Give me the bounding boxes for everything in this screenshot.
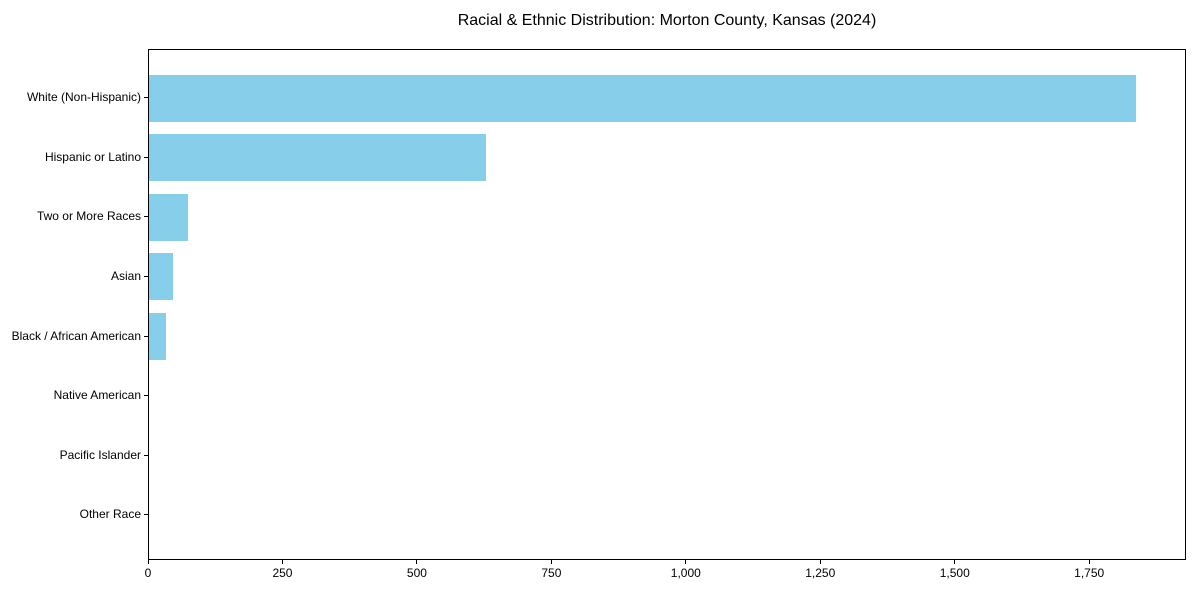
y-tick-mark [144,275,148,277]
x-tick-mark [685,560,687,564]
x-tick-label-750: 750 [541,566,562,580]
y-tick-mark [144,395,148,397]
x-tick-label-1250: 1,250 [805,566,836,580]
y-tick-mark [144,454,148,456]
y-tick-label-other-race: Other Race [79,507,141,522]
x-tick-label-500: 500 [406,566,427,580]
bar-asian [149,253,173,301]
x-tick-mark [147,560,149,564]
x-tick-label-0: 0 [144,566,152,580]
y-tick-mark [144,335,148,337]
x-tick-mark [416,560,418,564]
y-tick-label-two-or-more-races: Two or More Races [36,209,141,224]
y-tick-mark [144,216,148,218]
x-tick-label-250: 250 [272,566,293,580]
y-tick-label-black-african-american: Black / African American [11,328,141,343]
y-tick-label-white-non-hispanic: White (Non-Hispanic) [26,90,141,104]
bar-two-or-more-races [149,193,188,241]
y-tick-mark [144,97,148,98]
bar-white-non-hispanic [149,74,1136,122]
y-tick-label-hispanic-or-latino: Hispanic or Latino [44,149,141,164]
x-tick-mark [281,560,283,564]
bar-black-african-american [149,313,167,361]
chart-title: Racial & Ethnic Distribution: Morton Cou… [457,12,877,29]
y-tick-label-pacific-islander: Pacific Islander [59,447,141,462]
y-axis-labels: White (Non-Hispanic) Hispanic or Latino Tw… [0,49,141,560]
y-tick-label-asian: Asian [110,268,141,283]
y-tick-label-native-american: Native American [53,388,141,403]
x-tick-label-1000: 1,000 [670,566,701,580]
x-tick-mark [819,560,821,564]
x-tick-mark [1088,560,1090,564]
x-tick-mark [550,560,552,564]
bar-hispanic-or-latino [149,134,487,182]
y-tick-mark [144,156,148,158]
x-tick-label-1750: 1,750 [1074,566,1105,580]
y-tick-mark [144,514,148,516]
x-tick-mark [954,560,956,564]
bars-layer [149,50,1185,559]
x-tick-label-1500: 1,500 [939,566,970,580]
plot-area [148,49,1186,560]
